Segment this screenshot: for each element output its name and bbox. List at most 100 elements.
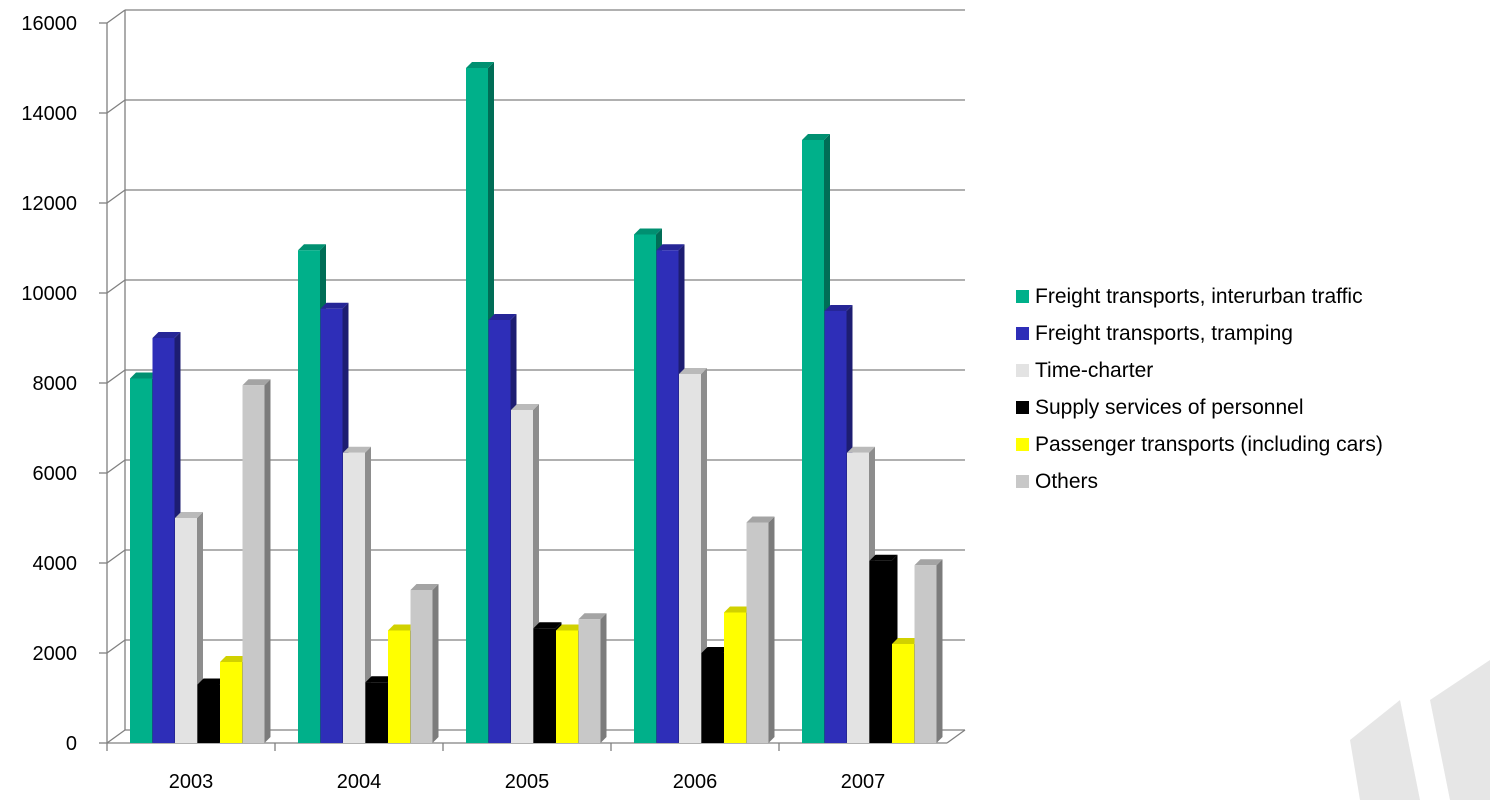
gridline-depth <box>106 99 126 114</box>
bar-side <box>432 584 439 743</box>
bar-top <box>298 244 326 251</box>
bar-front <box>242 385 265 743</box>
x-tick-label: 2007 <box>841 771 886 793</box>
bar-top <box>656 244 685 251</box>
bar-top <box>556 624 584 631</box>
bar-top <box>197 678 226 685</box>
gridline-depth <box>106 549 126 564</box>
bar-top <box>320 302 349 309</box>
gridline-depth <box>106 459 126 474</box>
legend-swatch <box>1016 475 1029 488</box>
watermark-logo <box>1350 660 1490 800</box>
legend-swatch <box>1016 438 1029 451</box>
bar-front <box>656 250 679 743</box>
legend-swatch <box>1016 327 1029 340</box>
bar <box>746 516 775 743</box>
gridline-depth <box>106 189 126 204</box>
legend-label: Passenger transports (including cars) <box>1035 432 1383 456</box>
bar-front <box>388 630 410 743</box>
bar-top <box>824 305 853 311</box>
bar-top <box>511 404 539 410</box>
y-tick-label: 2000 <box>33 643 78 665</box>
y-tick-label: 8000 <box>33 373 78 395</box>
legend-label: Freight transports, interurban traffic <box>1035 284 1363 308</box>
bar-top <box>847 446 875 453</box>
bar-top <box>152 332 181 338</box>
bar-front <box>220 662 242 743</box>
bar-side <box>936 559 943 743</box>
legend-swatch <box>1016 401 1029 414</box>
bar-front <box>746 522 769 743</box>
legend-label: Freight transports, tramping <box>1035 321 1293 345</box>
bar-top <box>466 62 494 68</box>
bar-top <box>410 584 439 590</box>
legend-item: Passenger transports (including cars) <box>1016 426 1383 463</box>
bar-front <box>466 68 488 743</box>
bar-front <box>488 320 511 743</box>
bar-side <box>600 613 607 743</box>
legend-item: Freight transports, tramping <box>1016 315 1383 352</box>
bar-top <box>578 613 607 620</box>
bars <box>130 62 943 743</box>
bar-front <box>152 338 175 743</box>
y-tick-label: 14000 <box>21 103 77 125</box>
bar-top <box>533 622 562 629</box>
gridline-depth <box>106 369 126 384</box>
bar <box>578 613 607 743</box>
legend-item: Supply services of personnel <box>1016 389 1383 426</box>
bar-top <box>365 676 394 683</box>
bar-front <box>724 612 746 743</box>
bar-front <box>511 410 533 743</box>
bar-top <box>746 516 775 523</box>
bar-top <box>388 624 416 631</box>
legend-item: Time-charter <box>1016 352 1383 389</box>
x-tick-label: 2004 <box>337 771 382 793</box>
bar-front <box>869 560 892 743</box>
bar-top <box>242 379 271 386</box>
y-tick-label: 4000 <box>33 553 78 575</box>
bar <box>242 379 271 743</box>
bar-top <box>914 559 943 566</box>
bar-top <box>869 554 898 561</box>
bar-top <box>130 372 158 379</box>
bar-top <box>701 647 730 653</box>
bar-top <box>220 656 248 662</box>
y-tick-label: 16000 <box>21 13 77 35</box>
bar-side <box>365 446 371 743</box>
bar-top <box>724 606 752 613</box>
bar-front <box>343 452 365 743</box>
gridline-depth <box>106 279 126 294</box>
bar-front <box>365 682 388 743</box>
bar-top <box>679 368 707 374</box>
legend-swatch <box>1016 290 1029 303</box>
bar <box>410 584 439 743</box>
bar-top <box>175 512 203 518</box>
y-tick-label: 0 <box>66 733 77 755</box>
tick-labels: 0 2000 4000 6000 8000 10000 12000 14000 16000 200… <box>21 13 885 793</box>
bar-top <box>802 134 830 140</box>
bar <box>343 446 371 743</box>
bar <box>914 559 943 743</box>
x-tick-label: 2006 <box>673 771 718 793</box>
legend-label: Time-charter <box>1035 358 1154 382</box>
legend-label: Others <box>1035 469 1099 493</box>
bar-top <box>634 228 662 235</box>
x-tick-label: 2005 <box>505 771 550 793</box>
bar-front <box>130 378 152 743</box>
bar-front <box>847 452 869 743</box>
bar-top <box>343 446 371 453</box>
bar-front <box>197 684 220 743</box>
bar-front <box>533 628 556 743</box>
bar-top <box>488 314 517 320</box>
bar-front <box>892 644 914 743</box>
y-tick-label: 10000 <box>21 283 77 305</box>
bar-front <box>679 374 701 743</box>
bar-front <box>701 653 724 743</box>
bar-front <box>175 518 197 743</box>
legend-item: Freight transports, interurban traffic <box>1016 278 1383 315</box>
gridline-depth <box>106 9 126 24</box>
legend-item: Others <box>1016 463 1383 500</box>
bar-front <box>824 311 847 743</box>
bar-front <box>914 565 937 743</box>
